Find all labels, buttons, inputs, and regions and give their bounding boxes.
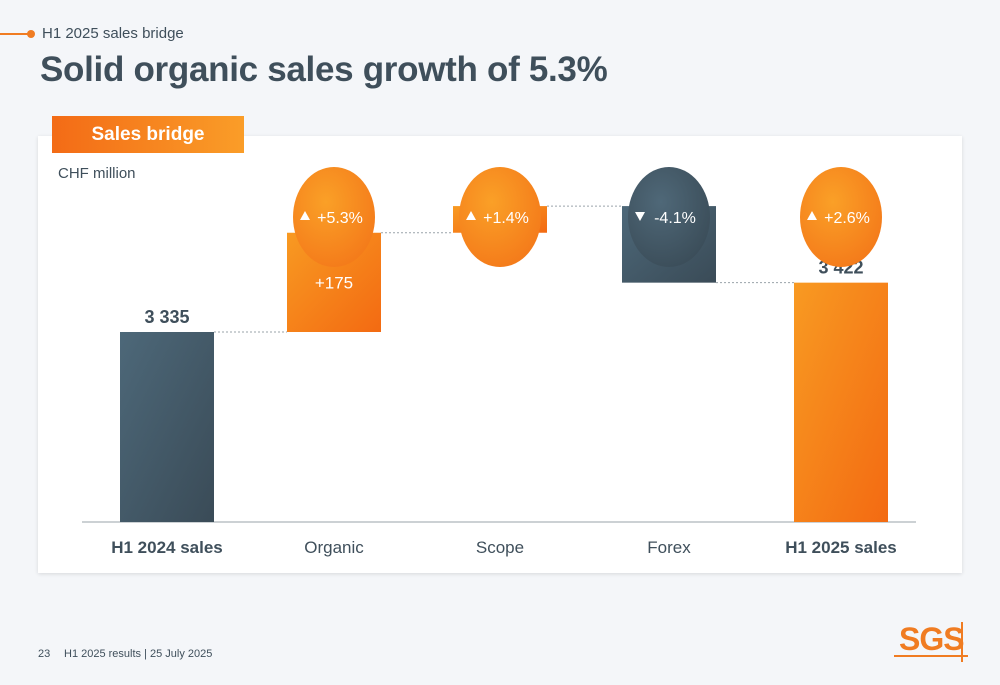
triangle-up-icon	[807, 211, 817, 220]
growth-badge-organic	[293, 167, 375, 267]
header-accent-line	[0, 33, 30, 35]
growth-badge-scope	[459, 167, 541, 267]
category-label-h1-2024-sales: H1 2024 sales	[111, 538, 223, 557]
sgs-logo: SGS	[894, 618, 970, 664]
category-label-organic: Organic	[304, 538, 364, 557]
page-number: 23	[38, 648, 51, 660]
logo-vertical-line	[961, 622, 963, 662]
triangle-up-icon	[300, 211, 310, 220]
triangle-down-icon	[635, 212, 645, 221]
logo-text: SGS	[899, 621, 965, 657]
category-label-scope: Scope	[476, 538, 524, 557]
growth-badge-label-scope: +1.4%	[483, 210, 529, 227]
header-accent-dot	[27, 30, 35, 38]
value-label-organic: +175	[315, 273, 353, 292]
category-label-forex: Forex	[647, 538, 691, 557]
growth-badge-h1-2025-sales	[800, 167, 882, 267]
growth-badge-label-organic: +5.3%	[317, 210, 363, 227]
unit-label: CHF million	[58, 165, 136, 182]
logo-horizontal-line	[894, 655, 968, 657]
panel-tab: Sales bridge	[52, 116, 244, 153]
bar-h1-2025-sales	[794, 282, 888, 522]
value-label-h1-2024-sales: 3 335	[144, 307, 189, 327]
growth-badge-label-h1-2025-sales: +2.6%	[824, 210, 870, 227]
section-kicker: H1 2025 sales bridge	[42, 25, 184, 42]
bar-h1-2024-sales	[120, 332, 214, 522]
page-title: Solid organic sales growth of 5.3%	[40, 50, 608, 89]
category-label-h1-2025-sales: H1 2025 sales	[785, 538, 897, 557]
footer-text: H1 2025 results | 25 July 2025	[64, 648, 213, 660]
triangle-up-icon	[466, 211, 476, 220]
growth-badge-label-forex: -4.1%	[654, 210, 696, 227]
growth-badge-forex	[628, 167, 710, 267]
